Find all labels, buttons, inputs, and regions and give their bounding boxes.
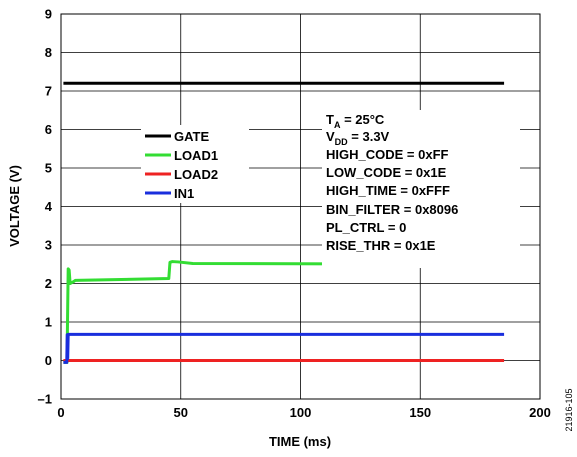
x-axis-title: TIME (ms) bbox=[269, 434, 331, 449]
legend-label-load2: LOAD2 bbox=[174, 167, 218, 182]
y-axis-title: VOLTAGE (V) bbox=[7, 165, 22, 247]
y-tick-label: 9 bbox=[45, 7, 52, 22]
x-tick-label: 200 bbox=[529, 405, 551, 420]
y-tick-label: 1 bbox=[45, 315, 52, 330]
annotation-bin-filter: BIN_FILTER = 0x8096 bbox=[326, 202, 458, 217]
x-tick-label: 150 bbox=[409, 405, 431, 420]
annotation-pl-ctrl: PL_CTRL = 0 bbox=[326, 220, 406, 235]
y-tick-label: 7 bbox=[45, 84, 52, 99]
y-tick-label: 8 bbox=[45, 45, 52, 60]
y-tick-label: 5 bbox=[45, 161, 52, 176]
x-tick-label: 100 bbox=[290, 405, 312, 420]
legend: GATE LOAD1 LOAD2 IN1 bbox=[141, 125, 249, 203]
y-tick-label: 6 bbox=[45, 122, 52, 137]
y-tick-label: 3 bbox=[45, 238, 52, 253]
x-tick-label: 50 bbox=[174, 405, 188, 420]
legend-label-in1: IN1 bbox=[174, 186, 194, 201]
annotation-high-code: HIGH_CODE = 0xFF bbox=[326, 147, 449, 162]
legend-background bbox=[141, 125, 249, 203]
y-tick-label: 2 bbox=[45, 276, 52, 291]
annotation-low-code: LOW_CODE = 0x1E bbox=[326, 165, 447, 180]
annotation-rise-thr: RISE_THR = 0x1E bbox=[326, 238, 436, 253]
y-tick-label: –1 bbox=[38, 392, 52, 407]
annotation-background bbox=[322, 110, 520, 268]
annotation-high-time: HIGH_TIME = 0xFFF bbox=[326, 183, 450, 198]
y-tick-label: 4 bbox=[45, 199, 53, 214]
x-tick-label: 0 bbox=[57, 405, 64, 420]
y-tick-label: 0 bbox=[45, 353, 52, 368]
series-line-in1 bbox=[63, 332, 505, 364]
series-line-load1 bbox=[63, 260, 505, 364]
series-layer bbox=[63, 81, 505, 364]
annotation-box: TA = 25°C VDD = 3.3V HIGH_CODE = 0xFF LO… bbox=[322, 110, 520, 268]
x-tick-labels: 0 50 100 150 200 bbox=[57, 405, 550, 420]
y-tick-labels: –1 0 1 2 3 4 5 6 7 8 9 bbox=[38, 7, 53, 407]
figure-id: 21916-105 bbox=[564, 388, 574, 431]
legend-label-load1: LOAD1 bbox=[174, 148, 218, 163]
plot-frame bbox=[60, 13, 541, 400]
annotation-vdd: VDD = 3.3V bbox=[326, 129, 390, 147]
annotation-ta: TA = 25°C bbox=[326, 112, 385, 130]
legend-label-gate: GATE bbox=[174, 129, 209, 144]
